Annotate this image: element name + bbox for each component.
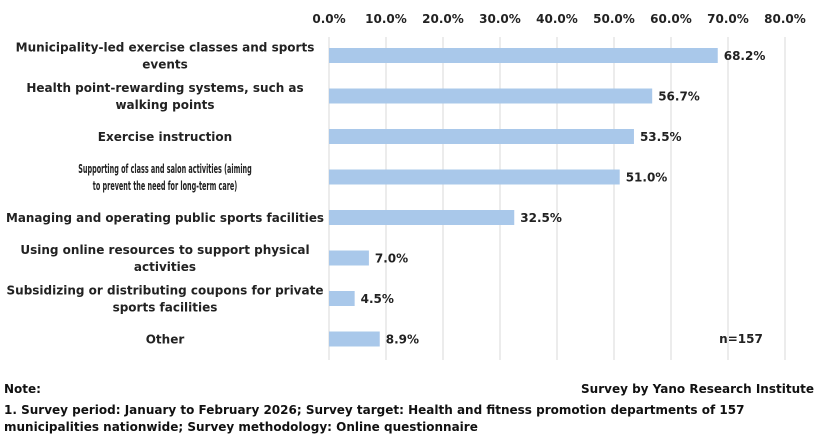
x-axis-ticks: 0.0% 10.0% 20.0% 30.0% 40.0% 50.0% 60.0% 70.0% 8… (312, 12, 805, 26)
bar (329, 331, 380, 347)
bar-chart: 0.0% 10.0% 20.0% 30.0% 40.0% 50.0% 60.0% 70.0% 8… (6, 12, 806, 360)
gridlines (328, 37, 786, 360)
category-label: Using online resources to support physic… (20, 243, 309, 274)
category-label: Supporting of class and salon activities… (78, 162, 252, 193)
category-labels: Municipality-led exercise classes and sp… (6, 41, 324, 347)
data-label: 51.0% (626, 171, 668, 185)
bar (329, 291, 355, 306)
category-label: Managing and operating public sports fac… (6, 211, 324, 225)
survey-footnote: 1. Survey period: January to February 20… (4, 403, 745, 434)
tick-label: 60.0% (650, 12, 692, 26)
tick-label: 10.0% (365, 12, 407, 26)
tick-label: 80.0% (764, 12, 806, 26)
category-label: Other (146, 333, 185, 347)
category-label: Exercise instruction (98, 130, 232, 144)
data-label: 53.5% (640, 130, 682, 144)
data-label: 68.2% (724, 49, 766, 63)
bar (329, 210, 515, 225)
bars (329, 48, 718, 347)
data-label: 7.0% (375, 252, 408, 266)
data-label: 8.9% (386, 333, 419, 347)
tick-label: 50.0% (593, 12, 635, 26)
bar (329, 88, 653, 104)
survey-source: Survey by Yano Research Institute (581, 382, 814, 396)
bar (329, 129, 634, 144)
category-label: Health point-rewarding systems, such as w… (26, 81, 303, 112)
bar (329, 48, 718, 63)
tick-label: 0.0% (312, 12, 345, 26)
sample-size-annotation: n=157 (719, 332, 763, 346)
tick-label: 20.0% (422, 12, 464, 26)
bar (329, 250, 369, 266)
tick-label: 30.0% (479, 12, 521, 26)
category-label: Municipality-led exercise classes and sp… (16, 41, 315, 72)
data-label: 32.5% (520, 211, 562, 225)
note-heading: Note: (4, 382, 41, 396)
data-labels: 68.2% 56.7% 53.5% 51.0% 32.5% 7.0% 4.5% 8.9% (361, 49, 766, 347)
tick-label: 40.0% (536, 12, 578, 26)
category-label: Subsidizing or distributing coupons for … (7, 284, 324, 315)
data-label: 56.7% (658, 90, 700, 104)
bar (329, 169, 620, 185)
data-label: 4.5% (361, 292, 394, 306)
tick-label: 70.0% (707, 12, 749, 26)
